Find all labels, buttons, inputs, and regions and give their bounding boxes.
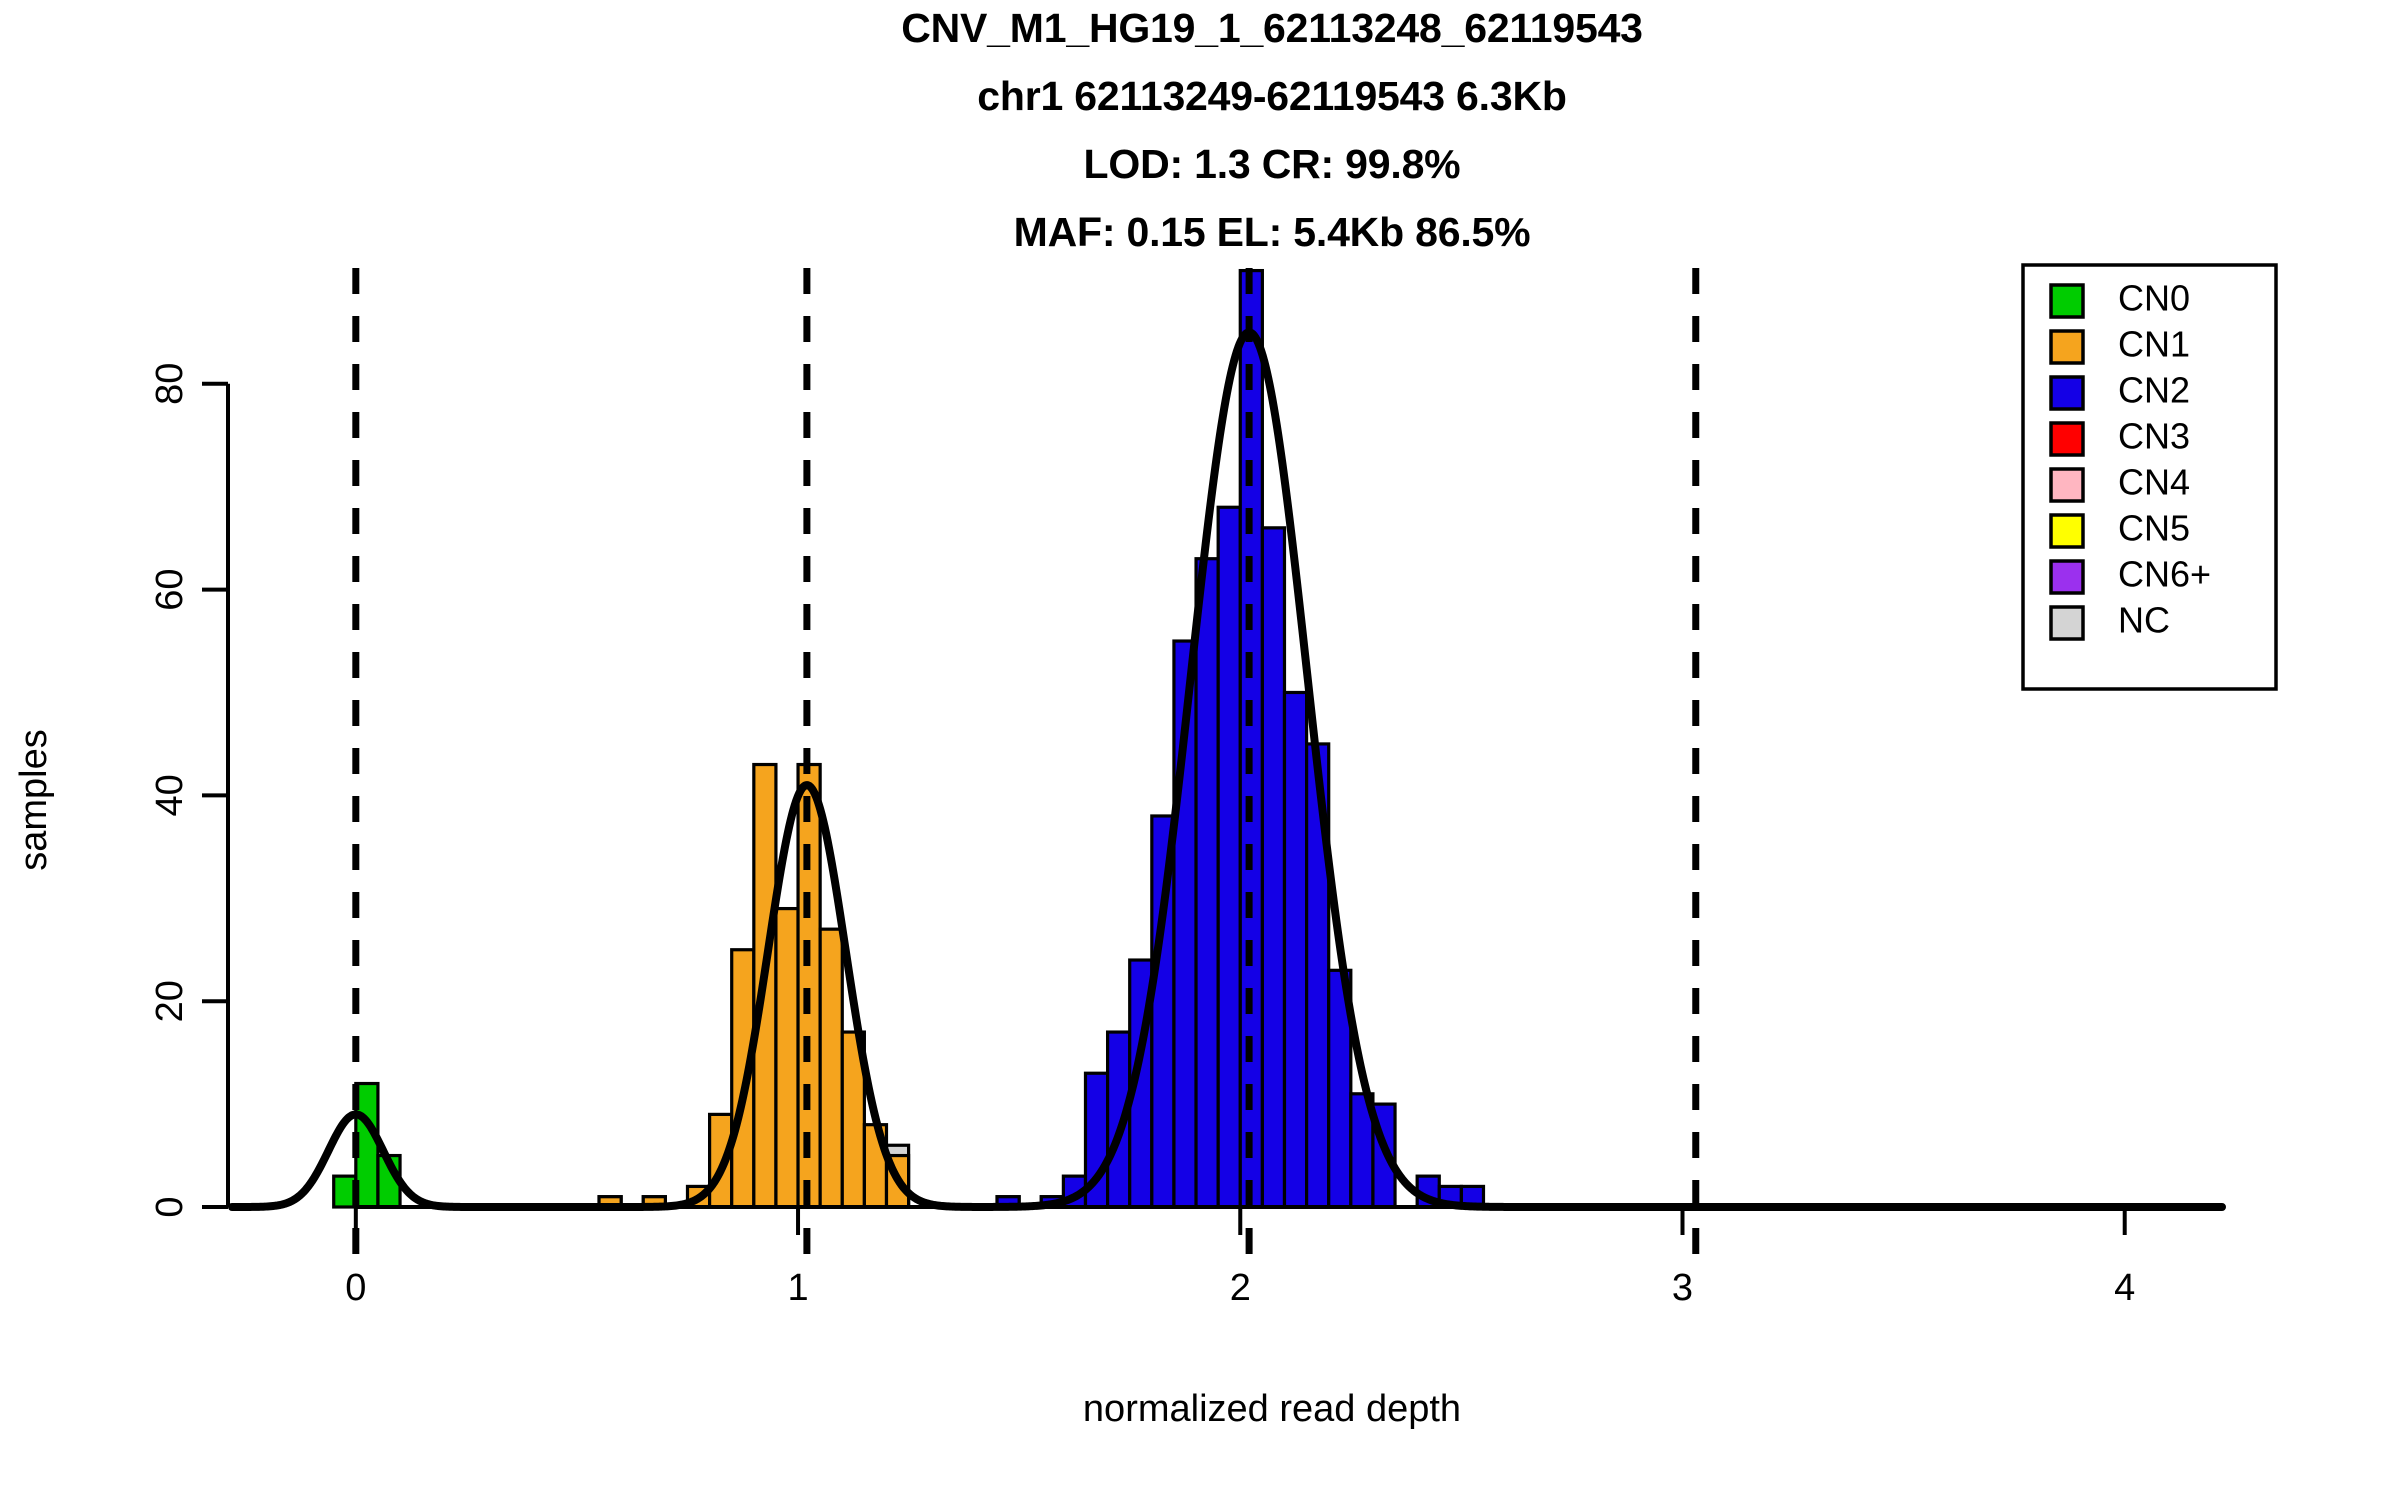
legend-item-cn5[interactable]: CN5: [2049, 508, 2190, 549]
legend-swatch-cn4: [2049, 467, 2085, 503]
y-axis-title: samples: [13, 729, 55, 871]
legend-label-cn1: CN1: [2118, 324, 2190, 365]
y-axis-tick-label: 20: [149, 980, 191, 1022]
legend-item-cn1[interactable]: CN1: [2049, 324, 2190, 365]
histogram-bar: [1194, 557, 1220, 1209]
y-axis-tick-label: 80: [149, 363, 191, 405]
histogram-bar: [1282, 690, 1309, 1209]
legend-swatch-cn0: [2049, 283, 2085, 319]
legend-item-cn0[interactable]: CN0: [2049, 278, 2190, 319]
legend-label-cn6plus: CN6+: [2118, 554, 2211, 595]
legend-swatch-cn6plus: [2049, 559, 2085, 595]
legend-label-cn3: CN3: [2118, 416, 2190, 457]
title-line-1: CNV_M1_HG19_1_62113248_62119543: [901, 5, 1643, 51]
legend-label-cn2: CN2: [2118, 370, 2190, 411]
title-line-4: MAF: 0.15 EL: 5.4Kb 86.5%: [1014, 209, 1531, 255]
y-axis-tick-label: 40: [149, 774, 191, 816]
x-axis-tick-label: 1: [787, 1267, 808, 1309]
title-line-2: chr1 62113249-62119543 6.3Kb: [977, 73, 1566, 119]
x-axis-title: normalized read depth: [1083, 1388, 1461, 1430]
legend-swatch-cn3: [2049, 421, 2085, 457]
legend-item-cn6plus[interactable]: CN6+: [2049, 554, 2211, 595]
legend-swatch-cn2: [2049, 375, 2085, 411]
legend-swatch-cn1: [2049, 329, 2085, 365]
title-line-3: LOD: 1.3 CR: 99.8%: [1084, 141, 1461, 187]
axes-layer: 0 20 40 60 80 0 1 2 3 4: [149, 363, 2135, 1309]
histogram-bar: [818, 927, 844, 1209]
histogram-bar: [1238, 268, 1264, 1209]
legend-label-cn0: CN0: [2118, 278, 2190, 319]
x-axis-label: normalized read depth: [1083, 1388, 1461, 1430]
x-axis-tick-label: 3: [1672, 1267, 1693, 1309]
x-axis-tick-label: 0: [345, 1267, 366, 1309]
legend-item-cn3[interactable]: CN3: [2049, 416, 2190, 457]
histogram-bar: [1260, 526, 1287, 1209]
histogram-bar: [774, 906, 800, 1209]
legend-item-nc[interactable]: NC: [2049, 600, 2170, 641]
legend-label-cn5: CN5: [2118, 508, 2190, 549]
chart-title: CNV_M1_HG19_1_62113248_62119543 chr1 621…: [901, 5, 1643, 255]
legend-item-cn2[interactable]: CN2: [2049, 370, 2190, 411]
legend-swatch-cn5: [2049, 513, 2085, 549]
y-axis-tick-label: 60: [149, 568, 191, 610]
x-axis-tick-label: 2: [1230, 1267, 1251, 1309]
legend-swatch-nc: [2049, 605, 2085, 641]
legend[interactable]: CN0 CN1 CN2 CN3 CN4 CN5 CN6+ NC: [2021, 263, 2278, 691]
y-axis-tick-label: 0: [149, 1196, 191, 1217]
x-axis-tick-label: 4: [2114, 1267, 2135, 1309]
legend-item-cn4[interactable]: CN4: [2049, 462, 2190, 503]
y-axis-label: samples: [13, 729, 55, 871]
histogram-bar: [1216, 505, 1242, 1209]
legend-label-cn4: CN4: [2118, 462, 2190, 503]
legend-label-nc: NC: [2118, 600, 2170, 641]
histogram-series-cn1: [597, 762, 911, 1209]
